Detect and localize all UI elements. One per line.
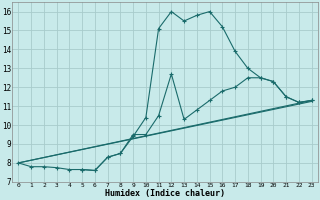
X-axis label: Humidex (Indice chaleur): Humidex (Indice chaleur) <box>105 189 225 198</box>
